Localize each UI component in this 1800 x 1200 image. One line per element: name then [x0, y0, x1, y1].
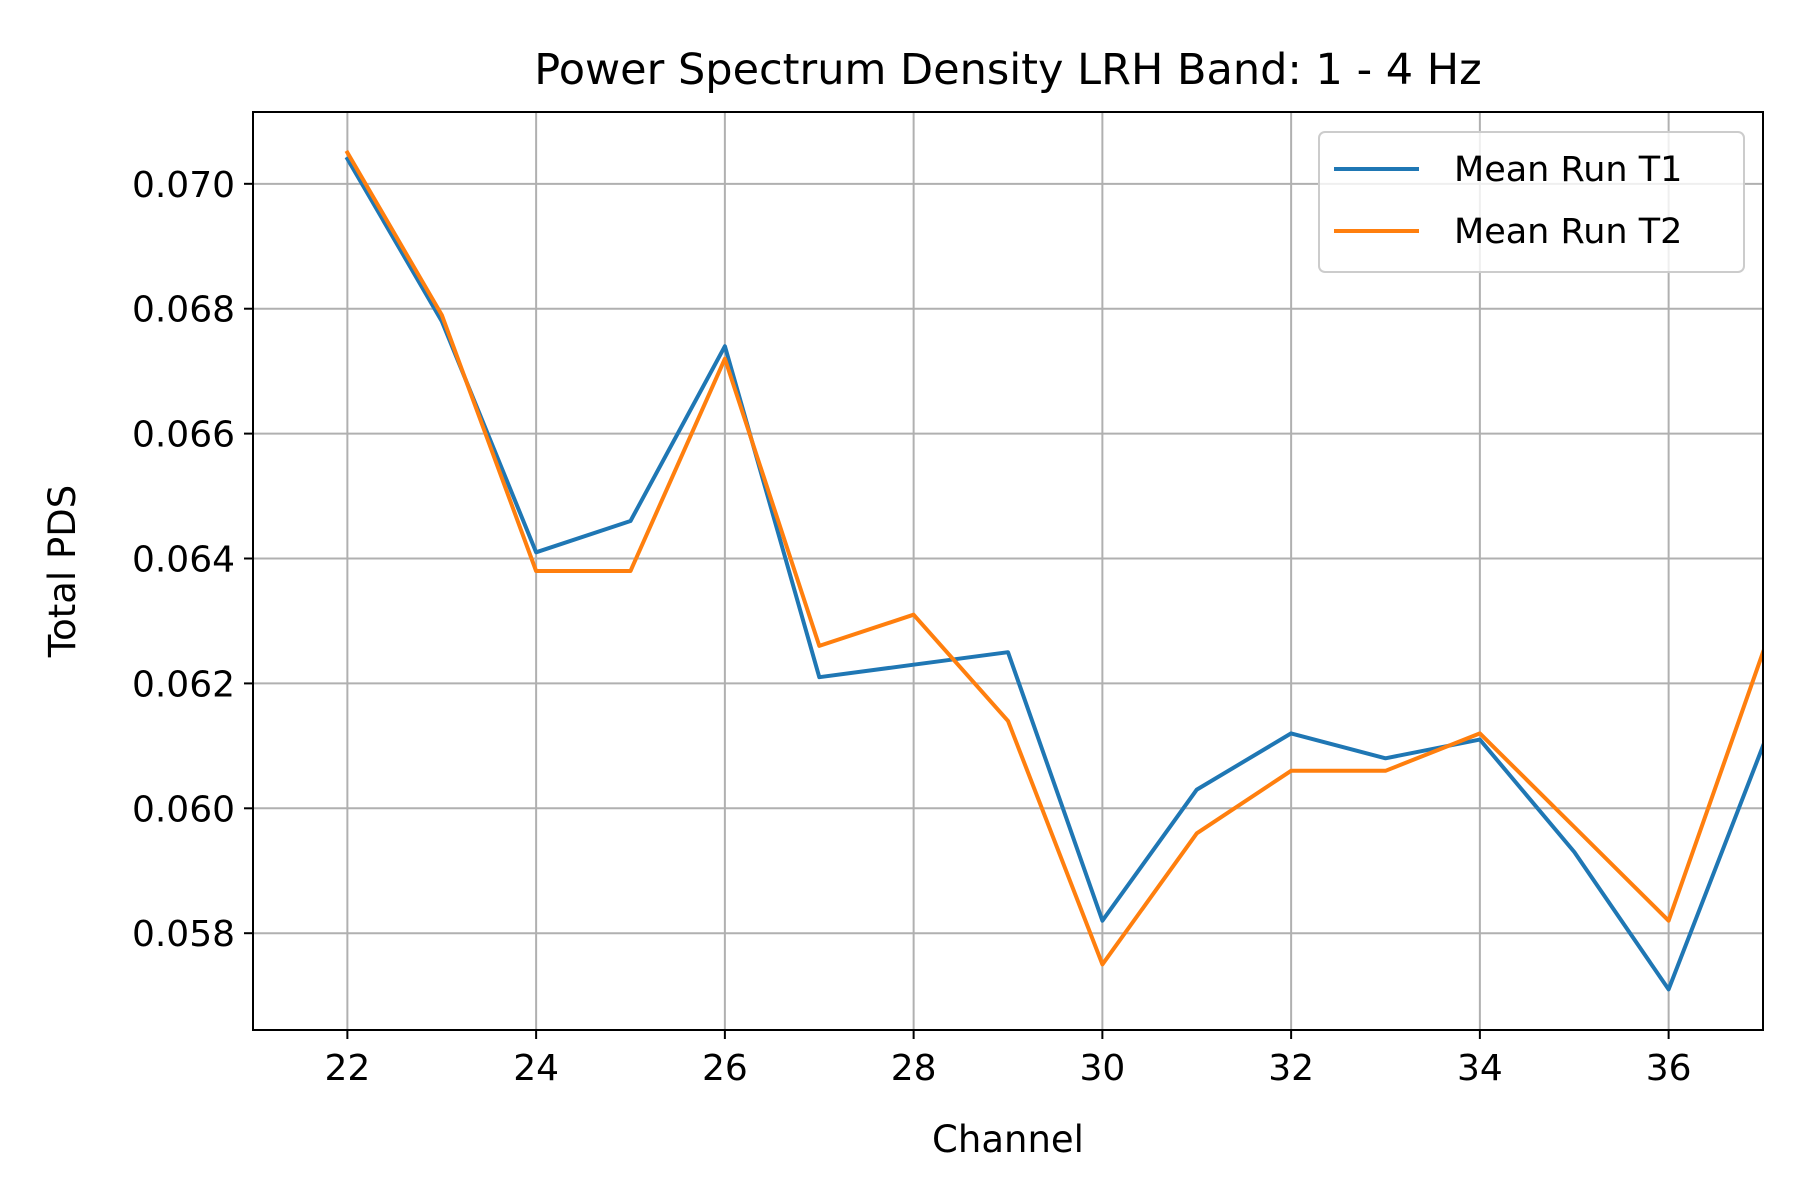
- legend-label: Mean Run T1: [1454, 150, 1682, 190]
- y-tick-label: 0.058: [132, 914, 235, 955]
- chart-title: Power Spectrum Density LRH Band: 1 - 4 H…: [534, 45, 1481, 95]
- x-tick-label: 26: [702, 1048, 748, 1089]
- x-tick-label: 34: [1457, 1048, 1503, 1089]
- y-axis-label: Total PDS: [41, 485, 84, 658]
- y-tick-label: 0.060: [132, 789, 235, 830]
- series-line-1: [344, 156, 1763, 992]
- y-tick-label: 0.062: [132, 664, 235, 705]
- x-tick-label: 28: [891, 1048, 937, 1089]
- series-line-2: [344, 149, 1763, 967]
- legend-label: Mean Run T2: [1454, 212, 1682, 252]
- x-tick-label: 36: [1646, 1048, 1692, 1089]
- y-tick-label: 0.064: [132, 540, 235, 581]
- legend-box: [1318, 131, 1745, 273]
- x-tick-label: 30: [1079, 1048, 1125, 1089]
- axis-ticks: 22 24 26 28 30 32 34 36 0.058 0.060 0.062 0.064 0.06…: [132, 165, 1692, 1089]
- x-axis-label: Channel: [932, 1118, 1084, 1161]
- legend: Mean Run T1 Mean Run T2: [1318, 131, 1745, 273]
- x-tick-label: 24: [513, 1048, 559, 1089]
- y-tick-label: 0.066: [132, 415, 235, 456]
- y-tick-label: 0.068: [132, 290, 235, 331]
- plot-frame: [252, 111, 1764, 1031]
- x-tick-label: 22: [324, 1048, 370, 1089]
- y-tick-label: 0.070: [132, 165, 235, 206]
- x-tick-label: 32: [1268, 1048, 1314, 1089]
- series-lines: [344, 149, 1763, 992]
